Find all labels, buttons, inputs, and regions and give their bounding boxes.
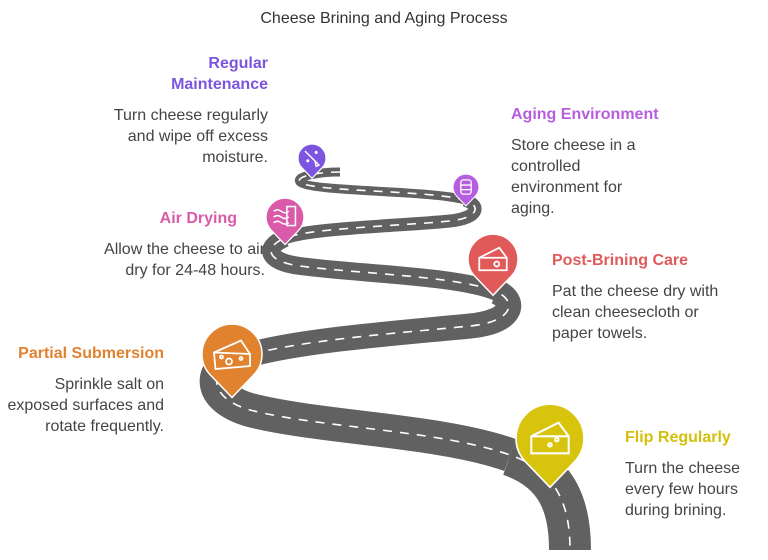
- step-body: Turn cheese regularly and wipe off exces…: [113, 107, 268, 166]
- pin-flip-regularly: [515, 403, 585, 489]
- diagram-title: Cheese Brining and Aging Process: [260, 10, 508, 27]
- pin-regular-maintenance: [297, 143, 327, 180]
- air-flow-icon: [273, 205, 297, 227]
- step-title: Post-Brining Care: [552, 252, 689, 269]
- step-title: Aging Environment: [511, 106, 659, 123]
- cleaning-broom-icon: [304, 150, 321, 168]
- step-body: Allow the cheese to air dry for 24-48 ho…: [104, 241, 265, 279]
- pin-air-drying: [265, 197, 305, 246]
- pin-post-brining-care: [467, 233, 519, 297]
- step-partial-submersion: Partial Submersion Sprinkle salt on expo…: [4, 343, 164, 437]
- step-body: Store cheese in a controlled environment…: [511, 137, 636, 217]
- step-aging-environment: Aging Environment Store cheese in a cont…: [511, 104, 659, 219]
- step-body: Turn the cheese every few hours during b…: [625, 460, 741, 519]
- step-title: Regular Maintenance: [171, 55, 268, 93]
- step-title: Partial Submersion: [18, 345, 164, 362]
- step-post-brining-care: Post-Brining Care Pat the cheese dry wit…: [552, 250, 727, 344]
- cheese-icon: [530, 421, 570, 455]
- step-title: Flip Regularly: [625, 429, 731, 446]
- step-air-drying: Air Drying Allow the cheese to air dry f…: [80, 208, 265, 281]
- cheese-icon: [213, 339, 251, 370]
- step-flip-regularly: Flip Regularly Turn the cheese every few…: [625, 427, 760, 521]
- step-title: Air Drying: [159, 210, 237, 227]
- step-regular-maintenance: Regular Maintenance Turn cheese regularl…: [108, 53, 268, 168]
- step-body: Pat the cheese dry with clean cheeseclot…: [552, 283, 719, 342]
- pin-aging-environment: [452, 173, 480, 207]
- step-body: Sprinkle salt on exposed surfaces and ro…: [7, 376, 164, 435]
- pin-partial-submersion: [201, 323, 263, 399]
- cheese-icon: [478, 246, 508, 272]
- storage-barrel-icon: [460, 179, 472, 195]
